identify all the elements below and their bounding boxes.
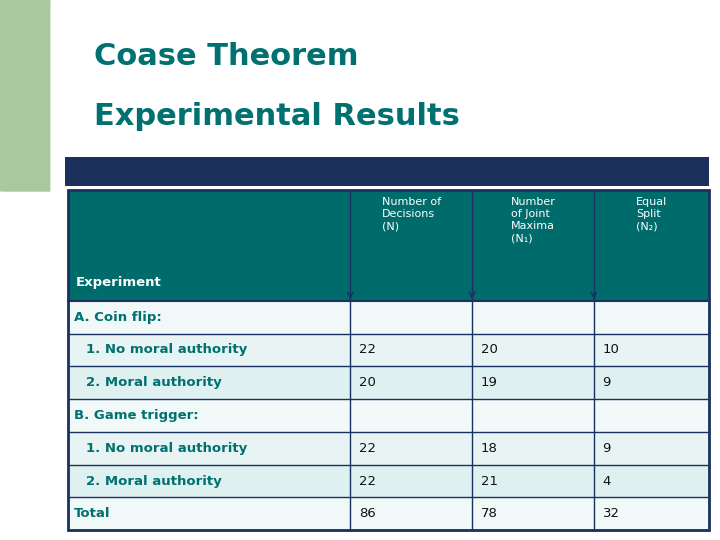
- Text: A. Coin flip:: A. Coin flip:: [74, 310, 162, 323]
- Text: 20: 20: [359, 376, 376, 389]
- Bar: [68, 190, 709, 301]
- Bar: [68, 366, 709, 399]
- Text: 9: 9: [603, 376, 611, 389]
- Bar: [68, 190, 709, 530]
- Text: 2. Moral authority: 2. Moral authority: [86, 475, 222, 488]
- Text: 9: 9: [603, 442, 611, 455]
- Text: B. Game trigger:: B. Game trigger:: [74, 409, 199, 422]
- Text: 21: 21: [481, 475, 498, 488]
- Text: 86: 86: [359, 508, 376, 521]
- Bar: [68, 399, 709, 432]
- Text: Number
of Joint
Maxima
(N₁): Number of Joint Maxima (N₁): [510, 197, 555, 244]
- Text: 32: 32: [603, 508, 619, 521]
- Text: Equal
Split
(N₂): Equal Split (N₂): [636, 197, 667, 231]
- Text: 22: 22: [359, 442, 376, 455]
- Text: Number of
Decisions
(N): Number of Decisions (N): [382, 197, 441, 231]
- Text: 1. No moral authority: 1. No moral authority: [86, 343, 248, 356]
- Text: Experimental Results: Experimental Results: [94, 102, 459, 131]
- FancyBboxPatch shape: [0, 0, 97, 192]
- Text: 19: 19: [481, 376, 498, 389]
- Bar: [68, 301, 709, 334]
- Bar: [68, 334, 709, 366]
- FancyBboxPatch shape: [50, 0, 720, 270]
- Text: 22: 22: [359, 475, 376, 488]
- Bar: [68, 497, 709, 530]
- Text: 1. No moral authority: 1. No moral authority: [86, 442, 248, 455]
- Text: 78: 78: [481, 508, 498, 521]
- Bar: [68, 432, 709, 465]
- Text: 10: 10: [603, 343, 619, 356]
- Text: Total: Total: [74, 508, 111, 521]
- Bar: [65, 157, 709, 186]
- Text: Experiment: Experiment: [76, 276, 161, 289]
- Text: 20: 20: [481, 343, 498, 356]
- Bar: [68, 465, 709, 497]
- Text: 2. Moral authority: 2. Moral authority: [86, 376, 222, 389]
- Text: Coase Theorem: Coase Theorem: [94, 42, 358, 71]
- Text: 22: 22: [359, 343, 376, 356]
- Text: 4: 4: [603, 475, 611, 488]
- Text: 18: 18: [481, 442, 498, 455]
